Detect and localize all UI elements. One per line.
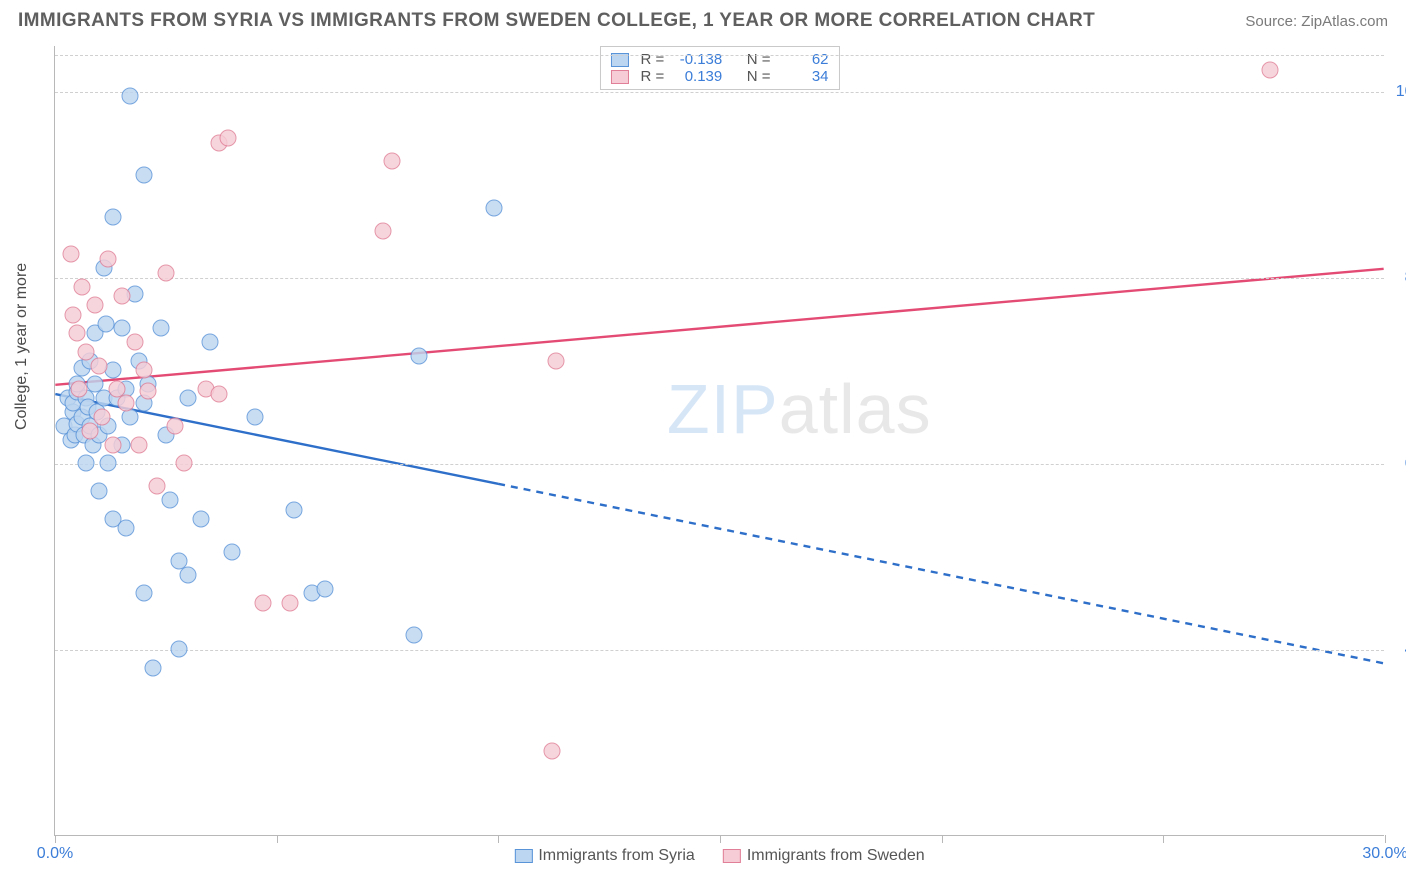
scatter-marker-syria <box>162 492 179 509</box>
x-tick <box>720 835 721 843</box>
scatter-marker-sweden <box>82 422 99 439</box>
legend-R-value-sweden: 0.139 <box>670 68 722 85</box>
x-tick <box>277 835 278 843</box>
scatter-marker-syria <box>317 580 334 597</box>
scatter-marker-syria <box>202 334 219 351</box>
y-axis-label: College, 1 year or more <box>13 263 31 430</box>
scatter-marker-syria <box>180 566 197 583</box>
scatter-marker-syria <box>91 483 108 500</box>
legend-stat-row-sweden: R = 0.139 N = 34 <box>610 68 828 85</box>
legend-N-label: N = <box>747 51 771 68</box>
scatter-marker-sweden <box>73 278 90 295</box>
trend-lines-layer <box>55 46 1384 835</box>
legend-item-syria: Immigrants from Syria <box>514 847 694 865</box>
source-prefix: Source: <box>1245 13 1301 30</box>
scatter-marker-sweden <box>1261 62 1278 79</box>
legend-swatch-sweden <box>610 70 628 84</box>
scatter-marker-sweden <box>93 408 110 425</box>
legend-item-sweden: Immigrants from Sweden <box>723 847 925 865</box>
y-tick-label: 100.0% <box>1396 83 1406 101</box>
scatter-marker-sweden <box>375 222 392 239</box>
legend-swatch-syria <box>514 849 532 863</box>
scatter-marker-syria <box>135 585 152 602</box>
scatter-marker-sweden <box>104 436 121 453</box>
scatter-marker-syria <box>97 315 114 332</box>
x-tick <box>1385 835 1386 843</box>
x-tick <box>1163 835 1164 843</box>
scatter-marker-syria <box>224 543 241 560</box>
source-link[interactable]: ZipAtlas.com <box>1301 13 1388 30</box>
correlation-legend: R = -0.138 N = 62 R = 0.139 N = 34 <box>599 46 839 90</box>
scatter-marker-syria <box>410 348 427 365</box>
scatter-marker-sweden <box>547 353 564 370</box>
gridline-horizontal <box>55 464 1384 465</box>
scatter-marker-sweden <box>100 250 117 267</box>
scatter-marker-sweden <box>157 264 174 281</box>
x-tick <box>55 835 56 843</box>
gridline-horizontal <box>55 278 1384 279</box>
scatter-marker-sweden <box>166 418 183 435</box>
scatter-marker-syria <box>78 455 95 472</box>
scatter-marker-sweden <box>175 455 192 472</box>
scatter-marker-sweden <box>219 129 236 146</box>
legend-label-syria: Immigrants from Syria <box>538 847 694 865</box>
scatter-marker-sweden <box>148 478 165 495</box>
gridline-horizontal <box>55 92 1384 93</box>
legend-label-sweden: Immigrants from Sweden <box>747 847 925 865</box>
scatter-marker-sweden <box>135 362 152 379</box>
scatter-marker-sweden <box>211 385 228 402</box>
legend-N-label: N = <box>747 68 771 85</box>
scatter-marker-sweden <box>255 594 272 611</box>
scatter-marker-syria <box>180 390 197 407</box>
gridline-horizontal <box>55 55 1384 56</box>
legend-R-label: R = <box>640 51 664 68</box>
chart-plot-area: ZIPatlas R =-0.138 N =62R =0.139 N =34 I… <box>54 46 1384 836</box>
scatter-marker-sweden <box>543 743 560 760</box>
scatter-marker-syria <box>485 199 502 216</box>
scatter-marker-sweden <box>131 436 148 453</box>
scatter-marker-sweden <box>71 380 88 397</box>
legend-R-label: R = <box>640 68 664 85</box>
legend-N-value-syria: 62 <box>777 51 829 68</box>
chart-title: IMMIGRANTS FROM SYRIA VS IMMIGRANTS FROM… <box>18 10 1095 32</box>
scatter-marker-syria <box>100 455 117 472</box>
gridline-horizontal <box>55 650 1384 651</box>
legend-N-value-sweden: 34 <box>777 68 829 85</box>
scatter-marker-sweden <box>78 343 95 360</box>
scatter-marker-syria <box>286 501 303 518</box>
scatter-marker-syria <box>113 320 130 337</box>
x-tick-label: 30.0% <box>1362 845 1406 863</box>
scatter-marker-sweden <box>91 357 108 374</box>
scatter-marker-sweden <box>281 594 298 611</box>
scatter-marker-syria <box>246 408 263 425</box>
scatter-marker-sweden <box>140 382 157 399</box>
scatter-marker-sweden <box>62 246 79 263</box>
scatter-marker-syria <box>135 167 152 184</box>
scatter-marker-syria <box>406 627 423 644</box>
scatter-marker-sweden <box>86 297 103 314</box>
scatter-marker-sweden <box>64 306 81 323</box>
scatter-marker-syria <box>122 88 139 105</box>
scatter-marker-sweden <box>383 153 400 170</box>
scatter-marker-sweden <box>113 287 130 304</box>
x-tick <box>498 835 499 843</box>
series-legend: Immigrants from Syria Immigrants from Swe… <box>514 847 924 865</box>
legend-swatch-sweden <box>723 849 741 863</box>
trendline-sweden <box>55 269 1383 385</box>
trendline-syria-dashed <box>498 484 1384 663</box>
scatter-marker-syria <box>153 320 170 337</box>
x-tick <box>942 835 943 843</box>
legend-stat-row-syria: R = -0.138 N = 62 <box>610 51 828 68</box>
scatter-marker-syria <box>144 659 161 676</box>
scatter-marker-sweden <box>69 325 86 342</box>
legend-R-value-syria: -0.138 <box>670 51 722 68</box>
scatter-marker-syria <box>193 511 210 528</box>
source-line: Source: ZipAtlas.com <box>1245 13 1388 30</box>
scatter-marker-sweden <box>126 334 143 351</box>
x-tick-label: 0.0% <box>37 845 73 863</box>
scatter-marker-sweden <box>117 394 134 411</box>
scatter-marker-syria <box>171 641 188 658</box>
scatter-marker-syria <box>117 520 134 537</box>
scatter-marker-syria <box>104 208 121 225</box>
